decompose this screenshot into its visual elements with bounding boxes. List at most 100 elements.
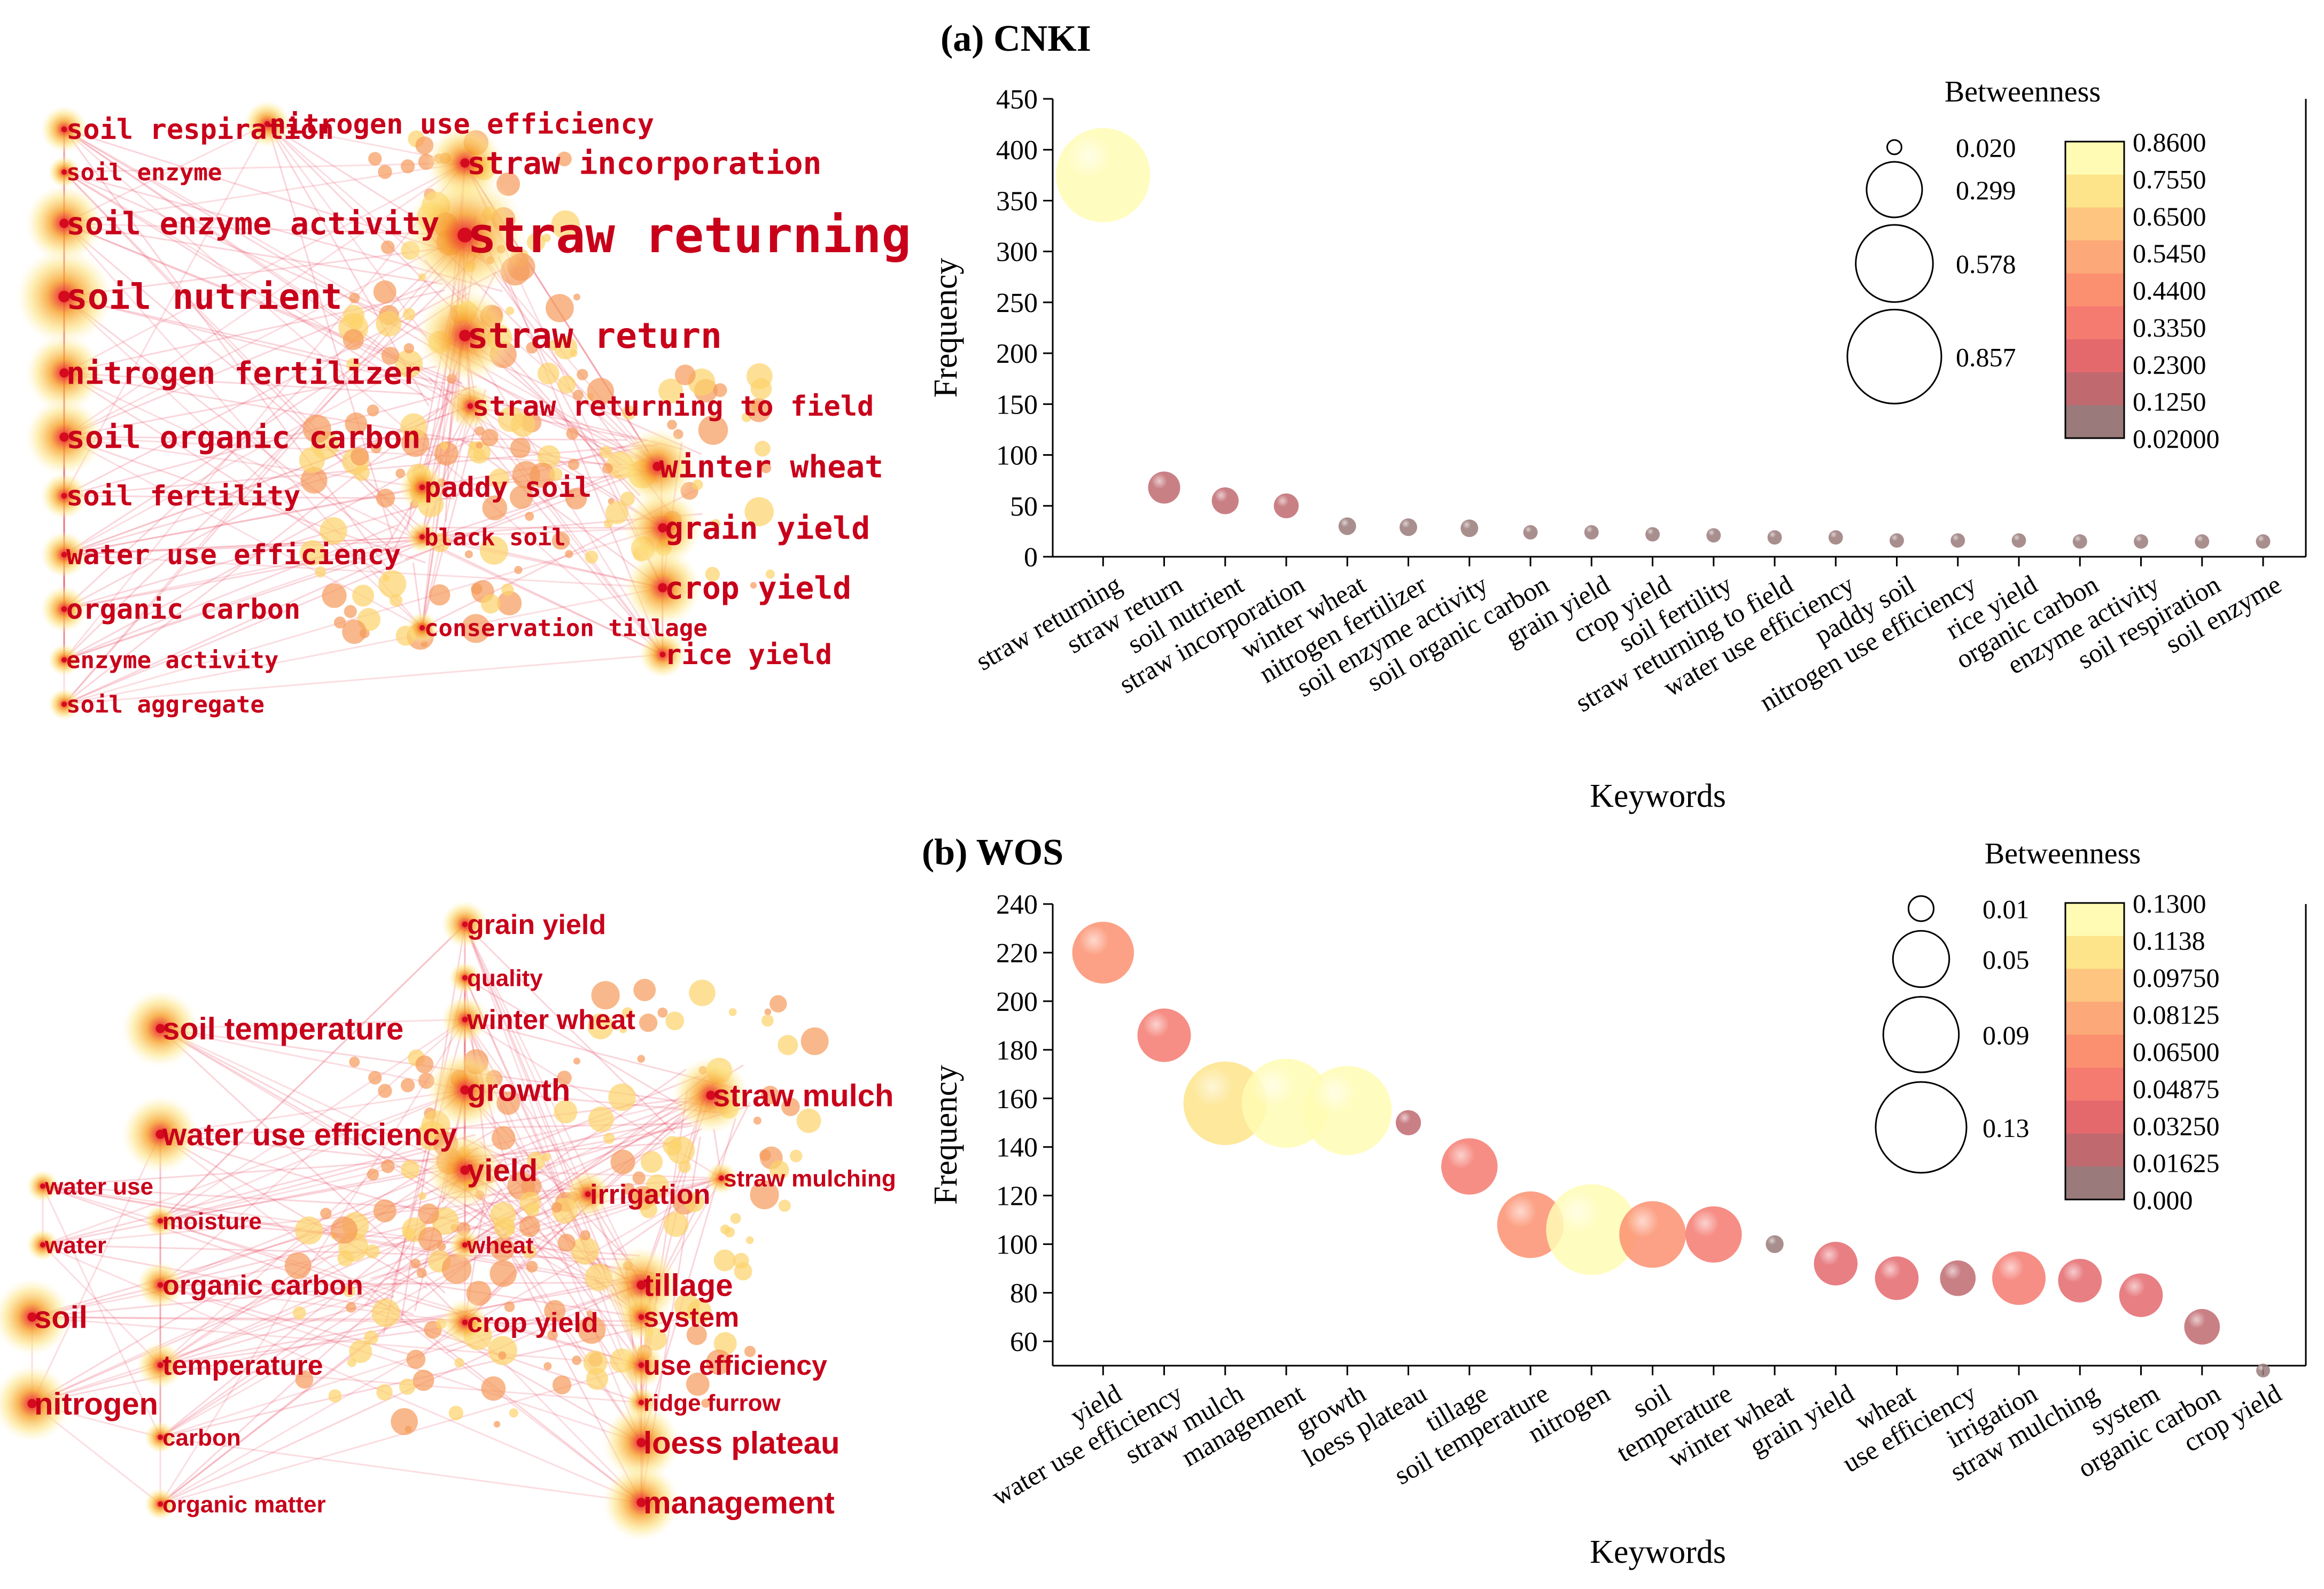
- wos-net-minor-node: [572, 1356, 582, 1365]
- cnki-net-edge: [64, 292, 470, 556]
- wos-net-minor-node: [526, 1260, 538, 1273]
- cnki-net-node-core: [467, 403, 473, 409]
- wos-net-minor-node: [781, 1097, 800, 1116]
- wos-net-label-yield: yield: [467, 1153, 538, 1188]
- wos-size-legend-label: 0.01: [1983, 894, 2030, 924]
- cnki-net-minor-node: [333, 616, 346, 629]
- cnki-net-edge: [64, 524, 399, 661]
- wos-net-minor-node: [586, 1310, 593, 1317]
- wos-net-minor-node: [498, 1351, 507, 1360]
- cnki-net-minor-node: [394, 349, 423, 378]
- cnki-net-edge: [64, 128, 464, 258]
- wos-net-minor-node: [295, 1370, 314, 1389]
- cnki-net-minor-node: [345, 412, 368, 435]
- cnki-bubble-shine: [1706, 528, 1721, 543]
- cnki-net-edge: [64, 128, 433, 385]
- cnki-colorbar-segment: [2065, 207, 2124, 241]
- wos-bubble-shine: [1395, 1110, 1421, 1135]
- cnki-net-minor-node: [526, 341, 538, 354]
- cnki-colorbar-label: 0.02000: [2133, 424, 2220, 454]
- wos-net-node-core: [40, 1242, 45, 1248]
- cnki-net-minor-node: [705, 566, 720, 582]
- cnki-net-minor-node: [315, 566, 327, 578]
- wos-net-minor-node: [764, 1008, 772, 1016]
- cnki-y-tick-label: 400: [996, 135, 1038, 166]
- cnki-bubble-shine: [2134, 534, 2148, 549]
- wos-net-minor-node: [720, 1224, 730, 1235]
- wos-net-node-core: [636, 1438, 646, 1447]
- wos-bubble-shine: [1072, 922, 1134, 984]
- wos-net-minor-node: [778, 1199, 791, 1212]
- wos-colorbar-segment: [2065, 903, 2124, 937]
- cnki-net-edge: [63, 246, 486, 661]
- cnki-net-label-organic-carbon: organic carbon: [66, 594, 300, 626]
- wos-net-minor-node: [380, 1159, 395, 1173]
- cnki-bubble-shine: [2011, 533, 2026, 548]
- cnki-net-minor-node: [514, 566, 523, 574]
- wos-y-tick-label: 160: [996, 1084, 1038, 1115]
- wos-net-minor-node: [800, 1027, 829, 1055]
- wos-y-tick-label: 220: [996, 938, 1038, 969]
- wos-net-minor-node: [400, 1078, 415, 1093]
- wos-net-minor-node: [733, 1252, 749, 1269]
- wos-net-minor-node: [481, 1376, 506, 1401]
- wos-net-edge: [160, 1027, 610, 1289]
- cnki-net-edge: [266, 123, 394, 540]
- cnki-net-edge: [64, 222, 465, 236]
- cnki-net-minor-node: [350, 447, 369, 466]
- cnki-bubble-chart: (a) CNKI 0 50 100 150 200 250 300 350 400 450 Freq…: [928, 18, 2307, 814]
- wos-colorbar-segment: [2065, 969, 2124, 1002]
- wos-bubble-chart: (b) WOS 60 80 100 120 140 160 180 200 220 240 Freq…: [922, 832, 2307, 1570]
- cnki-net-minor-node: [373, 280, 397, 303]
- wos-net-minor-node: [580, 1230, 590, 1241]
- wos-net-minor-node: [347, 1358, 357, 1367]
- cnki-net-minor-node: [402, 308, 416, 321]
- cnki-net-minor-node: [322, 583, 347, 608]
- wos-net-node-core: [157, 1282, 164, 1288]
- wos-net-label-crop-yield: crop yield: [467, 1307, 599, 1338]
- cnki-net-minor-node: [549, 468, 563, 481]
- wos-colorbar-frame: [2064, 902, 2125, 1201]
- cnki-net-edge: [470, 405, 643, 441]
- wos-colorbar-label: 0.03250: [2133, 1111, 2220, 1141]
- wos-net-edge: [32, 1296, 393, 1405]
- wos-net-minor-node: [608, 1083, 636, 1111]
- cnki-net-node-core: [58, 291, 70, 302]
- cnki-net-node-core: [460, 158, 470, 168]
- wos-net-minor-node: [371, 1298, 400, 1328]
- wos-net-minor-node: [521, 1176, 542, 1197]
- cnki-colorbar-label: 0.7550: [2133, 164, 2206, 194]
- wos-net-node-core: [460, 1085, 470, 1095]
- wos-net-minor-node: [637, 1055, 646, 1063]
- wos-net-edge: [160, 1133, 642, 1504]
- wos-net-minor-node: [410, 1258, 421, 1269]
- wos-net-minor-node: [413, 1369, 434, 1391]
- wos-net-label-wheat: wheat: [467, 1232, 534, 1258]
- wos-net-minor-node: [744, 1345, 756, 1357]
- cnki-colorbar-label: 0.2300: [2133, 349, 2206, 379]
- cnki-net-edge: [63, 129, 387, 567]
- wos-y-tick-label: 120: [996, 1181, 1038, 1212]
- cnki-net-minor-node: [587, 378, 615, 405]
- wos-y-tick-label: 140: [996, 1133, 1038, 1163]
- cnki-net-edge: [64, 372, 423, 395]
- wos-net-minor-node: [489, 1260, 517, 1287]
- wos-net-label-quality: quality: [467, 965, 543, 991]
- cnki-net-edge: [64, 245, 461, 298]
- wos-bubble-shine: [1302, 1066, 1392, 1155]
- wos-bubble-shine: [2119, 1273, 2163, 1317]
- wos-net-minor-node: [603, 1132, 615, 1144]
- cnki-net-edge: [64, 653, 663, 705]
- cnki-net-edge: [64, 457, 650, 705]
- cnki-net-edge: [64, 295, 445, 385]
- cnki-net-label-soil-nutrient: soil nutrient: [66, 276, 343, 317]
- wos-net-node-core: [158, 1218, 163, 1224]
- wos-net-edge: [464, 1321, 637, 1327]
- cnki-net-edge: [64, 162, 465, 374]
- wos-y-tick-label: 240: [996, 890, 1038, 920]
- cnki-colorbar-label: 0.5450: [2133, 238, 2206, 268]
- wos-net-node-core: [462, 975, 468, 980]
- wos-bubble-shine: [1814, 1242, 1858, 1286]
- cnki-net-minor-node: [620, 492, 635, 507]
